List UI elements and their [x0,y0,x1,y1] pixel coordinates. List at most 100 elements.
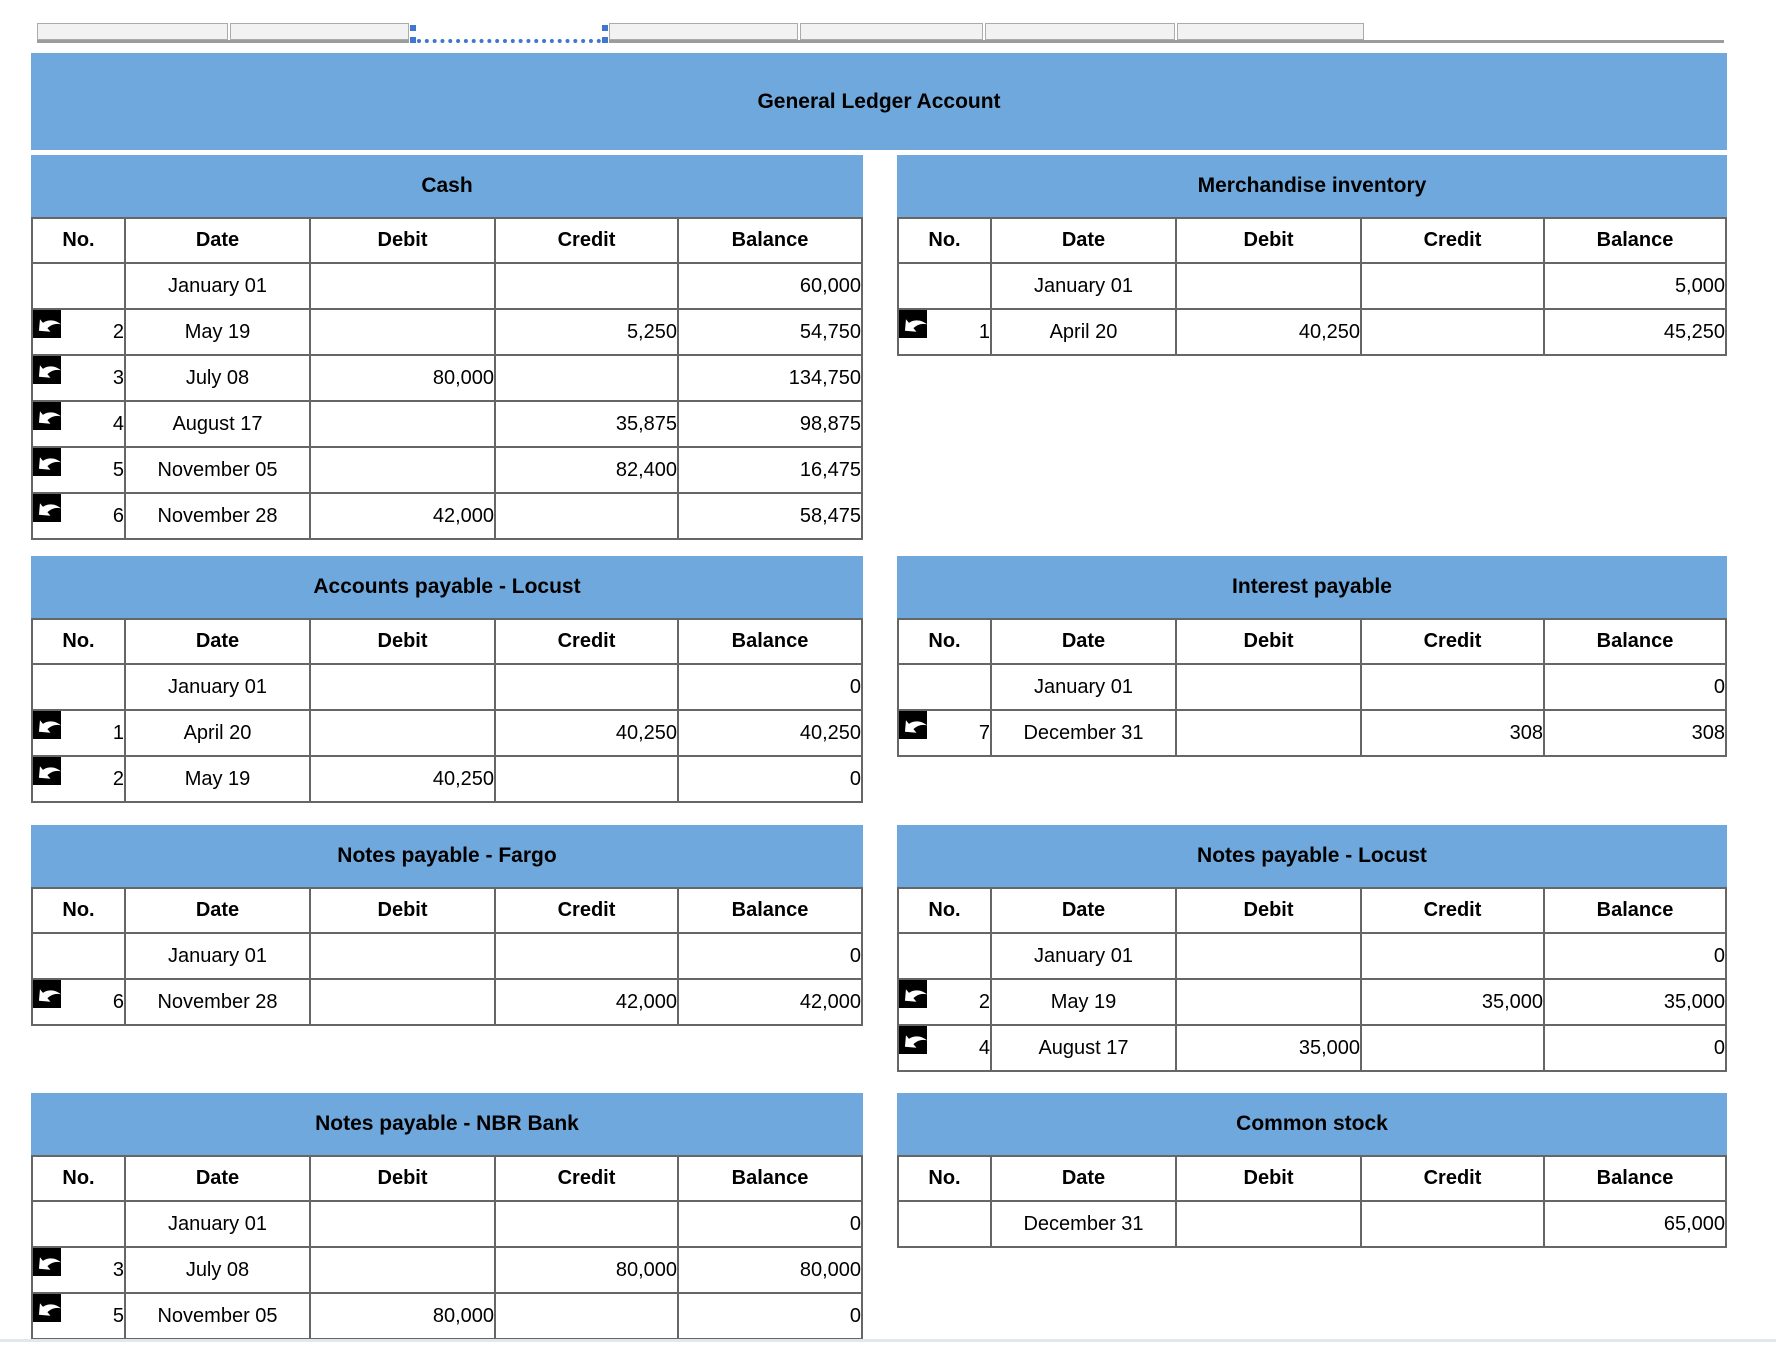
table-title: Notes payable - NBR Bank [31,1093,863,1155]
cell-date: April 20 [124,709,311,757]
table-row: 2 May 19 5,250 54,750 [31,308,863,356]
cell-debit [1175,978,1362,1026]
cell-balance: 5,000 [1543,262,1727,310]
header-row: No. Date Debit Credit Balance [31,217,863,264]
column-header-date: Date [990,618,1177,665]
table-row: 5 November 05 82,400 16,475 [31,446,863,494]
cell-credit [1360,262,1545,310]
column-header-date: Date [990,217,1177,264]
cell-entry-no [31,262,126,310]
column-header-date: Date [124,1155,311,1202]
undo-arrow-icon[interactable] [34,403,61,430]
cell-entry-no: 3 [31,354,126,402]
column-header-credit: Credit [1360,618,1545,665]
column-header-no: No. [897,1155,992,1202]
cell-credit [1360,932,1545,980]
undo-arrow-icon[interactable] [900,1027,927,1054]
hidden-columns-divider[interactable] [417,39,601,43]
undo-arrow-icon[interactable] [34,758,61,785]
cell-debit [309,709,496,757]
column-header-no: No. [897,887,992,934]
table-row: January 01 0 [897,932,1727,980]
cell-entry-no: 5 [31,1292,126,1340]
cell-date: January 01 [124,1200,311,1248]
table-row: 2 May 19 40,250 0 [31,755,863,803]
column-header-no: No. [31,887,126,934]
undo-arrow-icon[interactable] [900,712,927,739]
cell-date: May 19 [124,308,311,356]
table-row: January 01 0 [31,932,863,980]
table-title: Merchandise inventory [897,155,1727,217]
cell-credit: 35,875 [494,400,679,448]
undo-arrow-icon[interactable] [34,981,61,1008]
column-header-credit: Credit [1360,1155,1545,1202]
cell-balance: 54,750 [677,308,863,356]
cell-entry-no: 2 [31,755,126,803]
cell-debit [309,1246,496,1294]
table-row: 2 May 19 35,000 35,000 [897,978,1727,1026]
cell-entry-no: 2 [31,308,126,356]
undo-arrow-icon[interactable] [900,981,927,1008]
undo-arrow-icon[interactable] [34,357,61,384]
undo-arrow-icon[interactable] [34,1249,61,1276]
undo-arrow-icon[interactable] [34,311,61,338]
cell-date: May 19 [124,755,311,803]
cell-entry-no [897,262,992,310]
table-row: January 01 0 [31,663,863,711]
column-header-no: No. [897,217,992,264]
cell-credit [494,492,679,540]
column-header-balance: Balance [1543,1155,1727,1202]
column-header-debit: Debit [309,618,496,665]
undo-arrow-icon[interactable] [34,449,61,476]
table-row: 3 July 08 80,000 80,000 [31,1246,863,1294]
column-resize-handle[interactable] [409,23,417,44]
cell-balance: 0 [677,1292,863,1340]
handle-dot [602,37,608,43]
column-header-credit: Credit [1360,887,1545,934]
table-row: January 01 60,000 [31,262,863,310]
cell-date: July 08 [124,1246,311,1294]
column-header-date: Date [124,887,311,934]
cell-date: November 05 [124,1292,311,1340]
cell-debit: 42,000 [309,492,496,540]
undo-arrow-icon[interactable] [34,1295,61,1322]
column-header-debit: Debit [309,1155,496,1202]
table-row: 6 November 28 42,000 58,475 [31,492,863,540]
column-header-date: Date [124,618,311,665]
cell-date: December 31 [990,1200,1177,1248]
column-header-credit: Credit [494,217,679,264]
cell-credit [494,354,679,402]
column-header-debit: Debit [1175,217,1362,264]
column-header-debit: Debit [309,217,496,264]
column-header-debit: Debit [1175,1155,1362,1202]
cell-credit: 42,000 [494,978,679,1026]
cell-credit [494,755,679,803]
cell-credit: 40,250 [494,709,679,757]
table-row: 3 July 08 80,000 134,750 [31,354,863,402]
cell-credit [494,1292,679,1340]
cell-date: July 08 [124,354,311,402]
undo-arrow-icon[interactable] [34,712,61,739]
cell-entry-no: 1 [897,308,992,356]
cell-balance: 35,000 [1543,978,1727,1026]
cell-date: January 01 [990,663,1177,711]
table-row: 4 August 17 35,000 0 [897,1024,1727,1072]
cell-credit: 82,400 [494,446,679,494]
column-header-segment [37,23,228,40]
table-row: 5 November 05 80,000 0 [31,1292,863,1340]
cell-date: August 17 [990,1024,1177,1072]
table-row: 1 April 20 40,250 45,250 [897,308,1727,356]
undo-arrow-icon[interactable] [34,495,61,522]
cell-balance: 0 [677,1200,863,1248]
table-merchandise-inventory: Merchandise inventory No. Date Debit Credit B… [897,155,1727,356]
cell-debit [309,308,496,356]
cell-date: December 31 [990,709,1177,757]
table-title: Cash [31,155,863,217]
table-title: Accounts payable - Locust [31,556,863,618]
column-resize-handle[interactable] [601,23,609,44]
header-row: No. Date Debit Credit Balance [897,618,1727,665]
undo-arrow-icon[interactable] [900,311,927,338]
cell-credit [1360,1200,1545,1248]
cell-debit: 40,250 [309,755,496,803]
cell-balance: 134,750 [677,354,863,402]
